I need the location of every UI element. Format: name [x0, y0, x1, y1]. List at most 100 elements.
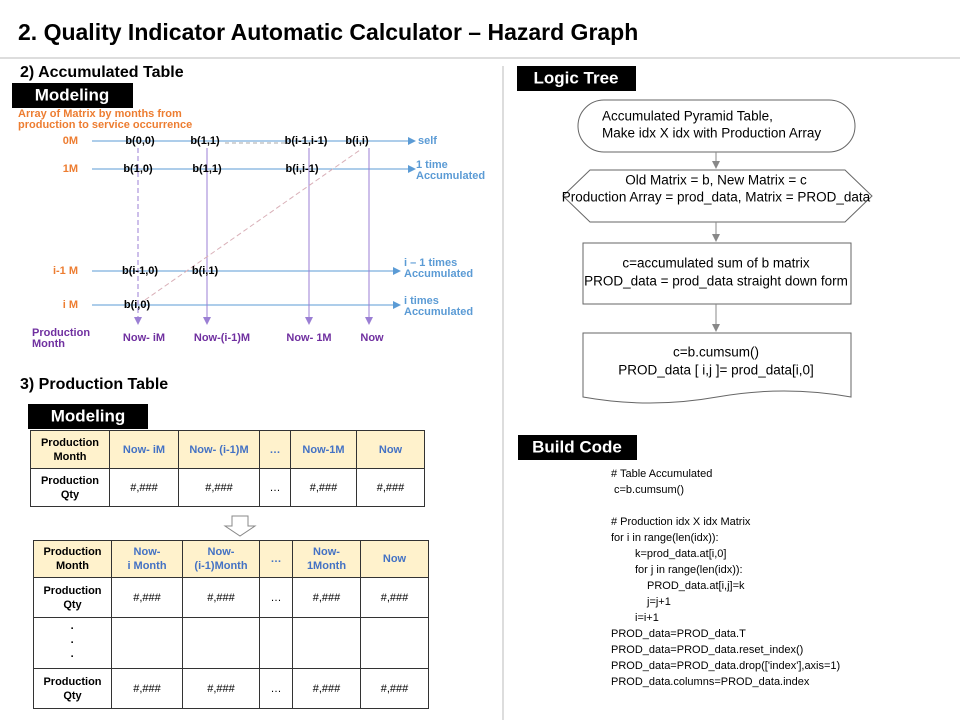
table-cell: #,###	[182, 577, 260, 618]
cell-text: …	[270, 591, 282, 604]
row-label: 1M	[63, 163, 78, 175]
table-row: Production Qty #,### #,### … #,### #,###	[33, 668, 429, 709]
table-cell: Now- iM	[109, 430, 179, 469]
cell-text: …	[270, 682, 282, 695]
cell-text: Now- iM	[122, 443, 166, 456]
table-cell: Now-1M	[290, 430, 357, 469]
badge-label: Build Code	[532, 437, 622, 456]
badge	[518, 435, 637, 460]
matrix-cell: b(1,0)	[123, 163, 153, 175]
row-label: i-1 M	[53, 265, 78, 277]
code-line: PROD_data=PROD_data.T	[611, 628, 746, 640]
cell-text: Production	[43, 675, 102, 688]
table-cell: #,###	[360, 577, 429, 618]
cell-text: #,###	[380, 591, 409, 604]
cell-text: Now-1M	[302, 443, 345, 456]
matrix-cell: b(i-1,0)	[122, 265, 158, 277]
cell-text: 1Month	[306, 560, 347, 572]
note: Array of Matrix by months from	[18, 108, 182, 120]
column-label: Now- iM	[123, 332, 165, 344]
cell-text: Qty	[63, 598, 82, 611]
cell-text: …	[269, 481, 281, 494]
node-text: PROD_data = prod_data straight down form	[584, 274, 848, 289]
table-cell: Production Qty	[30, 468, 110, 507]
table-cell	[259, 617, 293, 669]
cell-text: (i-1)Month	[194, 560, 248, 572]
code-line: PROD_data.columns=PROD_data.index	[611, 676, 810, 688]
table-cell	[111, 617, 183, 669]
table-row: Production Month Now- iM Now- (i-1)M … Now-1M…	[30, 430, 425, 469]
cell-text: Month	[56, 560, 89, 572]
cell-text: #,###	[133, 591, 161, 604]
cell-text: Now	[382, 553, 407, 565]
table-cell: Production Qty	[33, 668, 112, 709]
table-cell: Now-i Month	[111, 540, 183, 578]
table-cell: Now- 1Month	[292, 540, 361, 578]
table-cell: #,###	[290, 468, 357, 507]
code-line: c=b.cumsum()	[614, 484, 684, 496]
section-heading: 3) Production Table	[20, 376, 168, 393]
table-row: Production Qty #,### #,### … #,### #,###	[33, 577, 429, 618]
code-line: PROD_data=PROD_data.reset_index()	[611, 644, 803, 656]
row-end-label: self	[418, 135, 437, 147]
cell-text: ·	[70, 651, 75, 663]
process-node	[582, 242, 852, 305]
table-cell	[182, 617, 260, 669]
table-cell: Now- (i-1)Month	[182, 540, 260, 578]
table-cell: Now	[360, 540, 429, 578]
table-cell: Production Month	[33, 540, 112, 578]
table-cell: …	[259, 430, 291, 469]
row-end-label: 1 time	[416, 159, 448, 171]
table-row: Production Month Now-i Month Now- (i-1)Month…	[33, 540, 429, 578]
table-row: Production Qty #,### #,### … #,### #,###	[30, 468, 425, 507]
cell-text: #,###	[309, 481, 338, 494]
table-cell: #,###	[109, 468, 179, 507]
cell-text: Production	[43, 584, 102, 597]
prep-node	[562, 169, 873, 223]
node-text: Production Array = prod_data, Matrix = P…	[562, 190, 871, 205]
cell-text: #,###	[133, 682, 161, 695]
cell-text: Production	[40, 474, 100, 487]
table-cell: #,###	[360, 668, 429, 709]
down-arrow	[223, 515, 257, 537]
code-line: j=j+1	[646, 596, 671, 608]
table-cell: Now- (i-1)M	[178, 430, 260, 469]
cell-text: i Month	[127, 560, 167, 572]
note: production to service occurrence	[18, 119, 192, 131]
node-text: PROD_data [ i,j ]= prod_data[i,0]	[618, 363, 814, 378]
table-row: · · ·	[33, 617, 429, 669]
table-cell: …	[259, 577, 293, 618]
cell-text: #,###	[205, 481, 233, 494]
code-line: PROD_data.at[i,j]=k	[647, 580, 745, 592]
production-table: Production Month Now-i Month Now- (i-1)Month…	[33, 540, 429, 709]
column-label: Now-(i-1)M	[194, 332, 250, 344]
table-cell	[360, 617, 429, 669]
document-node	[582, 332, 852, 404]
table-cell: #,###	[292, 577, 361, 618]
cell-text: #,###	[312, 682, 341, 695]
table-cell: #,###	[111, 577, 183, 618]
badge	[12, 83, 133, 108]
cell-text: #,###	[130, 481, 158, 494]
table-cell: #,###	[356, 468, 425, 507]
axis-label: Production	[32, 327, 90, 339]
row-end-label: Accumulated	[404, 268, 473, 280]
row-label: i M	[63, 299, 78, 311]
cell-text: Qty	[60, 488, 80, 501]
row-end-label: Accumulated	[416, 170, 485, 182]
diagonal-dashed	[144, 149, 361, 301]
row-end-label: i – 1 times	[404, 257, 457, 269]
page-title: 2. Quality Indicator Automatic Calculato…	[18, 19, 638, 45]
table-cell: #,###	[292, 668, 361, 709]
axis-label: Month	[32, 338, 65, 350]
node-text: Make idx X idx with Production Array	[602, 126, 821, 141]
table-cell: · · ·	[33, 617, 112, 669]
code-line: k=prod_data.at[i,0]	[635, 548, 726, 560]
badge-label: Modeling	[35, 85, 110, 104]
cell-text: Month	[53, 450, 87, 463]
table-cell: Now	[356, 430, 425, 469]
node-text: c=accumulated sum of b matrix	[622, 256, 809, 271]
code-line: # Table Accumulated	[611, 468, 712, 480]
